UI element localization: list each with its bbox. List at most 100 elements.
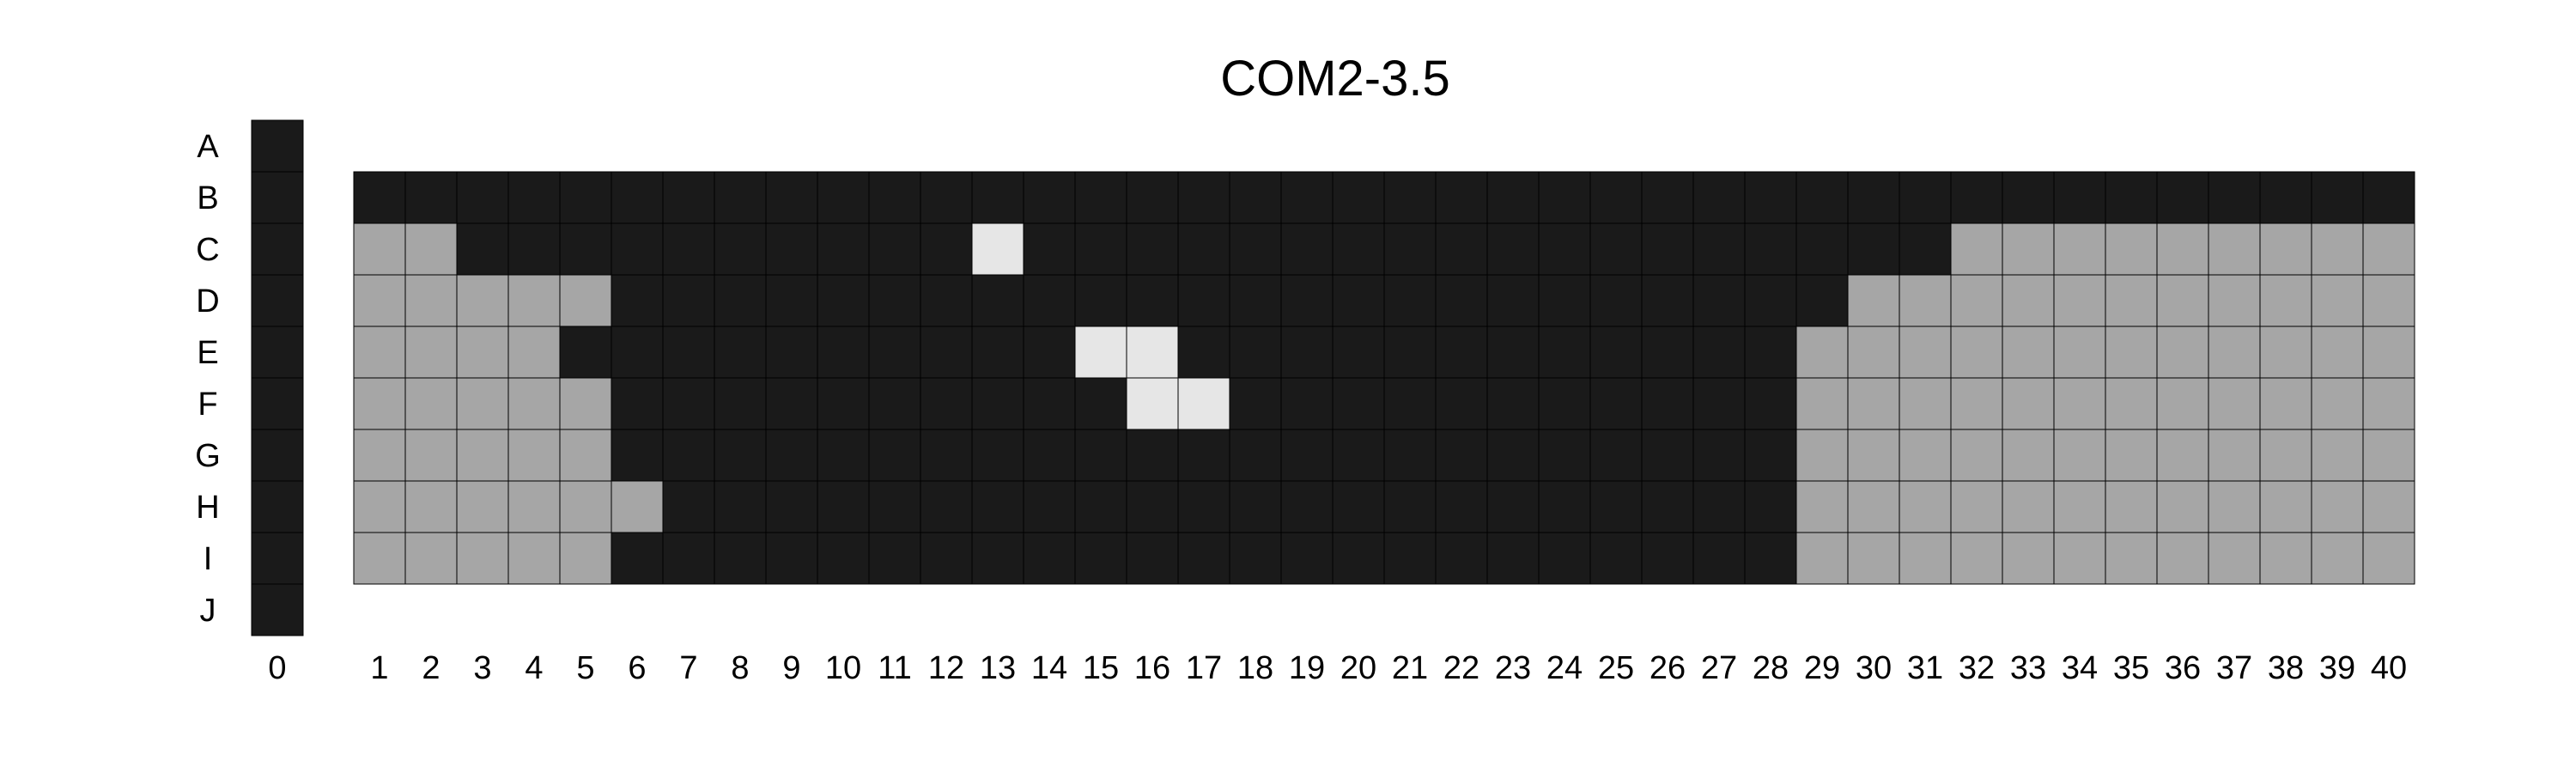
heatmap-cell [1899, 480, 1952, 533]
heatmap-cell [2002, 377, 2055, 430]
heatmap-cell [971, 532, 1024, 585]
heatmap-cell [2311, 480, 2364, 533]
heatmap-cell [2002, 274, 2055, 327]
heatmap-cell [1486, 222, 1540, 276]
heatmap-cell [559, 222, 612, 276]
heatmap-cell [456, 377, 509, 430]
heatmap-cell [662, 222, 715, 276]
heatmap-cell [1383, 429, 1437, 482]
heatmap-cell [2002, 532, 2055, 585]
heatmap-cell [456, 326, 509, 379]
heatmap-cell [817, 377, 870, 430]
row-label: H [196, 490, 219, 526]
heatmap-cell [2208, 480, 2261, 533]
row-label: I [204, 541, 213, 577]
heatmap-cell [765, 377, 818, 430]
heatmap-cell [2105, 222, 2158, 276]
column-label: 22 [1443, 650, 1479, 686]
heatmap-cell [507, 532, 561, 585]
heatmap-cell [662, 326, 715, 379]
heatmap-cell [662, 274, 715, 327]
heatmap-cell [2053, 532, 2106, 585]
column-label: 16 [1134, 650, 1170, 686]
heatmap-cell [559, 480, 612, 533]
heatmap-cell [1177, 171, 1230, 224]
heatmap-cell [404, 171, 458, 224]
heatmap-cell [1486, 326, 1540, 379]
heatmap-cell [404, 274, 458, 327]
heatmap-cell [251, 222, 304, 276]
heatmap-cell [2105, 274, 2158, 327]
heatmap-cell [2156, 222, 2209, 276]
heatmap-cell [1486, 377, 1540, 430]
heatmap-cell [456, 532, 509, 585]
heatmap-cell [920, 377, 973, 430]
heatmap-cell [1950, 326, 2003, 379]
heatmap-cell [1847, 532, 1900, 585]
column-label: 33 [2010, 650, 2046, 686]
column-label: 3 [473, 650, 491, 686]
heatmap-cell [1435, 326, 1488, 379]
heatmap-cell [404, 532, 458, 585]
heatmap-cell [1126, 326, 1179, 379]
heatmap-cell [2105, 480, 2158, 533]
heatmap-cell [1229, 222, 1282, 276]
heatmap-cell [404, 222, 458, 276]
heatmap-cell [765, 480, 818, 533]
heatmap-cell [1950, 480, 2003, 533]
heatmap-cell [1229, 274, 1282, 327]
heatmap-cell [1692, 274, 1746, 327]
heatmap-cell [1023, 532, 1076, 585]
heatmap-cell [1744, 326, 1797, 379]
heatmap-cell [971, 377, 1024, 430]
heatmap-cell [1126, 429, 1179, 482]
heatmap-cell [2208, 326, 2261, 379]
heatmap-cell [1435, 377, 1488, 430]
heatmap-cell [971, 171, 1024, 224]
heatmap-cell [2362, 274, 2415, 327]
heatmap-cell [1383, 222, 1437, 276]
row-label: F [197, 386, 217, 423]
heatmap-cell [817, 274, 870, 327]
heatmap-cell [2311, 222, 2364, 276]
heatmap-cell [1899, 532, 1952, 585]
heatmap-cell [1023, 222, 1076, 276]
heatmap-cell [2156, 274, 2209, 327]
heatmap-cell [971, 222, 1024, 276]
heatmap-cell [2105, 532, 2158, 585]
heatmap-cell [1744, 222, 1797, 276]
heatmap-cell [2311, 274, 2364, 327]
heatmap-cell [868, 171, 921, 224]
column-label: 21 [1392, 650, 1428, 686]
heatmap-cell [1589, 377, 1643, 430]
heatmap-cell [1899, 274, 1952, 327]
heatmap-cell [1692, 171, 1746, 224]
heatmap-cell [765, 222, 818, 276]
heatmap-cell [1744, 532, 1797, 585]
heatmap-cell [817, 480, 870, 533]
column-label: 1 [370, 650, 388, 686]
heatmap-cell [456, 274, 509, 327]
heatmap-cell [1023, 171, 1076, 224]
heatmap-cell [2053, 480, 2106, 533]
heatmap-cell [1383, 274, 1437, 327]
heatmap-cell [1641, 377, 1694, 430]
heatmap-cell [1435, 171, 1488, 224]
heatmap-cell [2002, 171, 2055, 224]
heatmap-cell [1950, 171, 2003, 224]
column-label: 31 [1907, 650, 1943, 686]
heatmap-cell [1538, 171, 1591, 224]
heatmap-cell [1899, 326, 1952, 379]
heatmap-cell [1692, 222, 1746, 276]
heatmap-cell [456, 222, 509, 276]
heatmap-cell [2053, 274, 2106, 327]
heatmap-cell [1538, 480, 1591, 533]
heatmap-cell [714, 532, 767, 585]
heatmap-cell [1899, 377, 1952, 430]
heatmap-cell [920, 222, 973, 276]
heatmap-cell [507, 480, 561, 533]
heatmap-cell [251, 274, 304, 327]
heatmap-cell [1692, 429, 1746, 482]
heatmap-cell [1435, 480, 1488, 533]
column-label: 2 [422, 650, 440, 686]
